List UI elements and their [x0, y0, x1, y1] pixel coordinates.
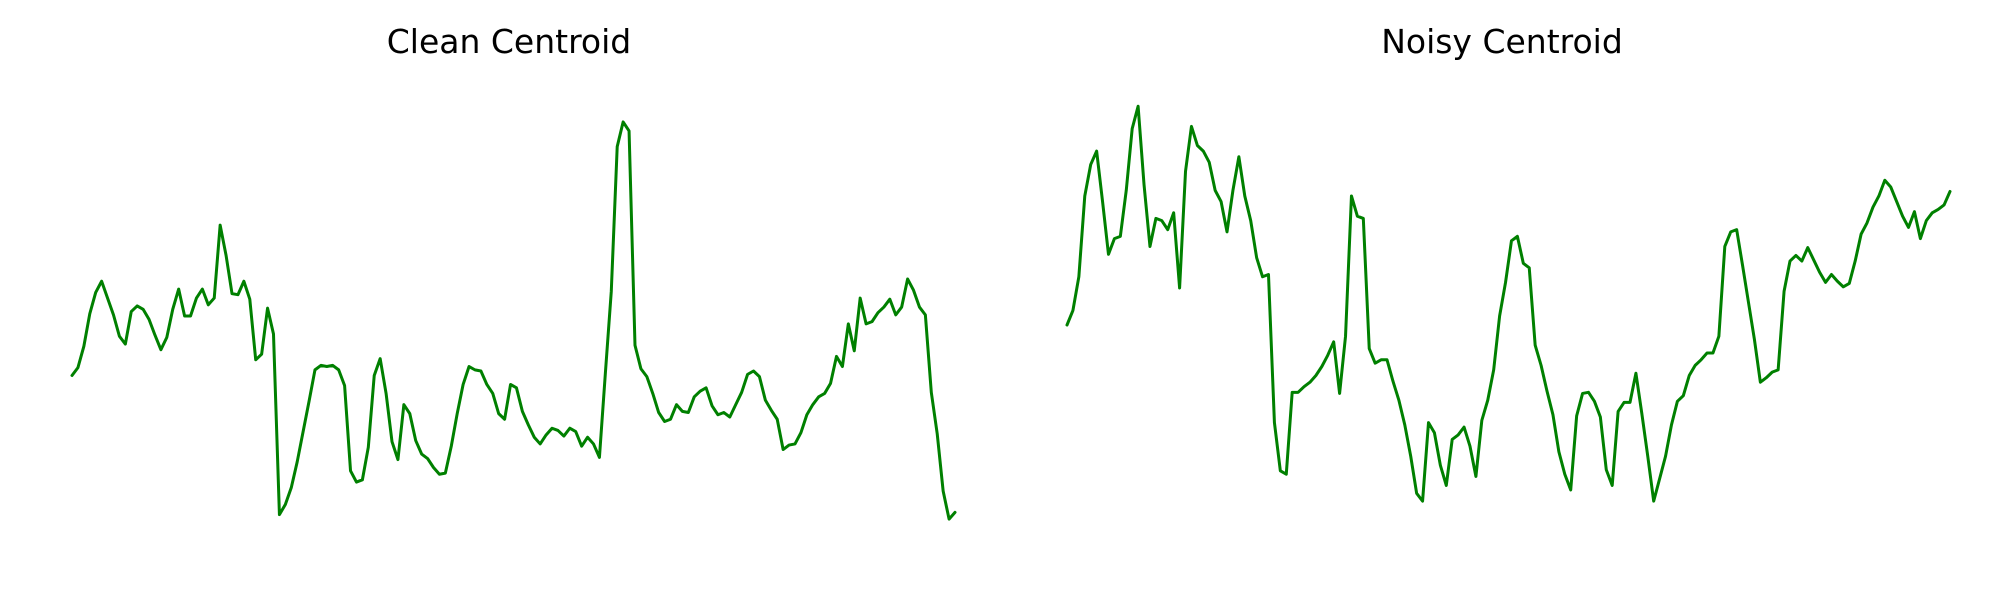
series-line-0 — [1065, 104, 1952, 503]
chart-panel-noisy: Noisy Centroid — [1000, 0, 2000, 600]
chart-title: Clean Centroid — [386, 22, 632, 61]
plot-area-noisy — [1065, 104, 1952, 503]
plot-area-clean — [70, 120, 957, 521]
chart-panel-clean: Clean Centroid — [70, 22, 957, 521]
chart-title: Noisy Centroid — [1381, 22, 1623, 61]
series-line-0 — [70, 120, 957, 521]
